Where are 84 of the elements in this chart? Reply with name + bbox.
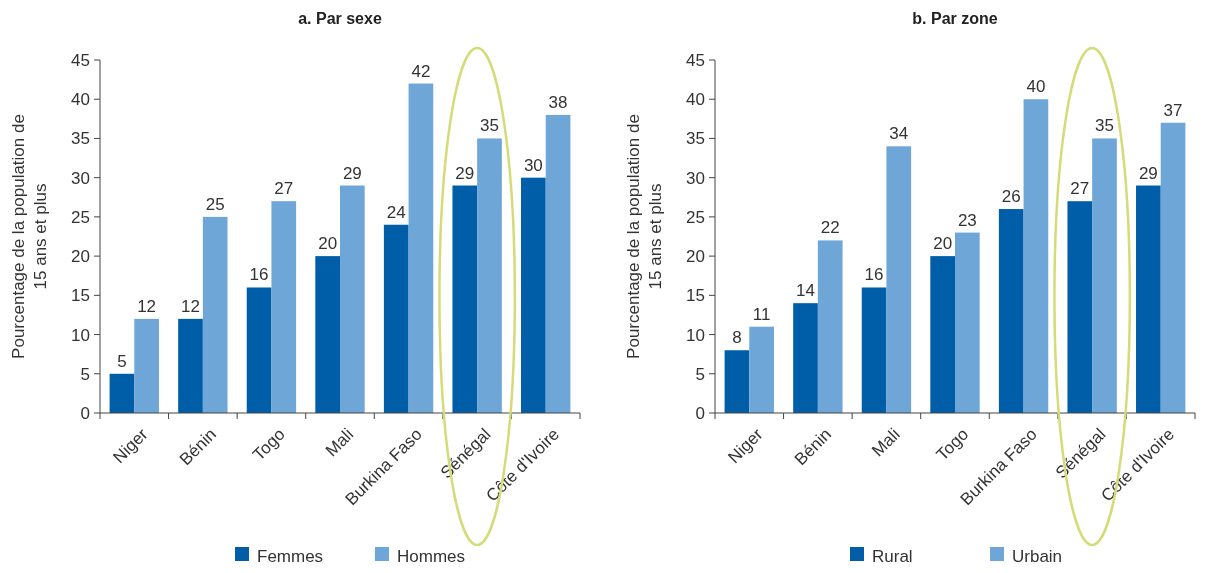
data-label: 29: [342, 163, 362, 183]
bar: [886, 146, 912, 413]
y-tick-label: 30: [71, 168, 90, 188]
data-label: 8: [732, 328, 742, 348]
data-label: 27: [1070, 179, 1090, 199]
bar: [271, 201, 297, 413]
legend-label: Rural: [872, 546, 913, 566]
data-label: 29: [1138, 163, 1158, 183]
bar: [724, 350, 750, 413]
data-label: 20: [933, 234, 953, 254]
data-label: 27: [274, 179, 294, 199]
y-tick-label: 35: [686, 129, 705, 149]
bar: [1160, 122, 1186, 413]
data-label: 29: [455, 163, 475, 183]
data-label: 12: [181, 296, 200, 316]
bar: [817, 240, 843, 413]
y-tick-label: 5: [80, 364, 90, 384]
data-label: 37: [1163, 100, 1183, 120]
data-label: 11: [752, 304, 771, 324]
bar: [793, 303, 818, 413]
bar: [315, 256, 340, 413]
bar: [998, 209, 1024, 413]
bar: [861, 287, 887, 413]
data-label: 16: [249, 265, 269, 285]
y-tick-label: 45: [71, 50, 90, 70]
bar: [452, 185, 478, 413]
y-tick-label: 0: [80, 403, 90, 423]
bar: [1136, 185, 1161, 413]
bar: [545, 114, 571, 413]
data-label: 40: [1026, 77, 1046, 97]
bar: [955, 232, 980, 413]
y-tick-label: 25: [71, 207, 90, 227]
bar: [1092, 138, 1117, 413]
bar: [408, 83, 434, 413]
y-tick-label: 5: [695, 364, 705, 384]
y-tick-label: 10: [71, 325, 90, 345]
bar: [383, 224, 409, 413]
y-axis-title: Pourcentage de la population de 15 ans et plus: [624, 114, 665, 359]
bar: [246, 287, 272, 413]
y-axis-title: Pourcentage de la population de 15 ans et plus: [9, 114, 50, 359]
data-label: 22: [820, 218, 840, 238]
bar: [477, 138, 502, 413]
y-tick-label: 45: [686, 50, 705, 70]
data-label: 42: [411, 61, 431, 81]
y-tick-label: 35: [71, 129, 90, 149]
data-label: 23: [957, 210, 977, 230]
bar: [340, 185, 365, 413]
bar: [749, 326, 774, 413]
data-label: 30: [523, 155, 543, 175]
bar: [109, 373, 135, 413]
data-label: 20: [318, 234, 338, 254]
bar: [521, 177, 546, 413]
data-label: 34: [889, 124, 909, 144]
y-tick-label: 25: [686, 207, 705, 227]
bar: [1067, 201, 1093, 413]
data-label: 26: [1001, 187, 1021, 207]
y-tick-label: 15: [686, 286, 705, 306]
bar: [930, 256, 955, 413]
data-label: 38: [548, 92, 568, 112]
data-label: 25: [205, 194, 225, 214]
y-tick-label: 40: [686, 90, 705, 110]
y-tick-label: 40: [71, 90, 90, 110]
data-label: 5: [117, 351, 127, 371]
legend-label: Femmes: [257, 546, 324, 566]
y-tick-label: 0: [695, 403, 705, 423]
chart-title: b. Par zone: [912, 10, 998, 27]
legend-label: Hommes: [397, 546, 466, 566]
chart-title: a. Par sexe: [298, 10, 382, 27]
legend-label: Urbain: [1012, 546, 1063, 566]
y-tick-label: 30: [686, 168, 705, 188]
y-tick-label: 20: [71, 247, 90, 267]
data-label: 35: [480, 116, 499, 136]
y-tick-label: 20: [686, 247, 705, 267]
data-label: 35: [1095, 116, 1114, 136]
bar: [134, 318, 159, 413]
bar: [1023, 99, 1049, 413]
bar: [202, 216, 228, 413]
data-label: 12: [137, 296, 157, 316]
y-tick-label: 15: [71, 286, 90, 306]
data-label: 16: [864, 265, 884, 285]
data-label: 14: [796, 281, 815, 301]
data-label: 24: [386, 202, 406, 222]
bar: [178, 318, 203, 413]
y-tick-label: 10: [686, 325, 705, 345]
